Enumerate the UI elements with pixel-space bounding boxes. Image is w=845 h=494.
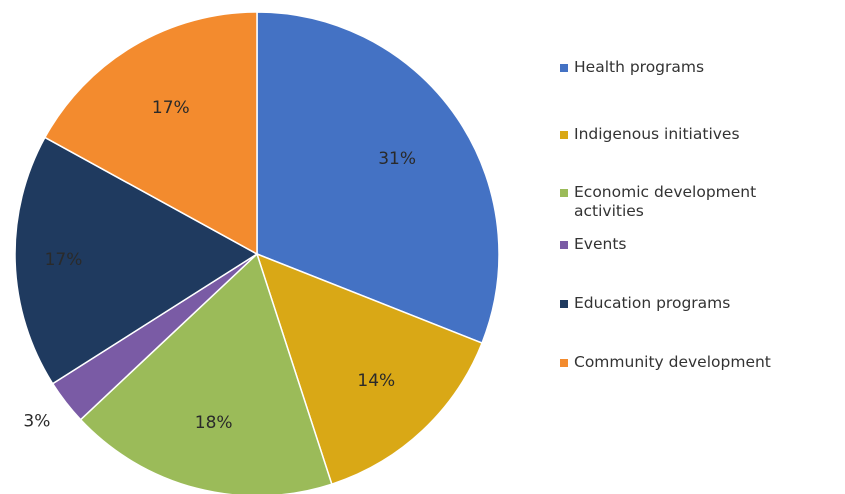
legend-swatch-community-development xyxy=(560,359,568,367)
legend-label-health-programs: Health programs xyxy=(574,58,705,76)
legend-label-economic-development-activities: Economic development activities xyxy=(574,183,757,220)
legend-item-events: Events xyxy=(560,235,840,254)
legend-item-community-development: Community development xyxy=(560,353,840,372)
pie-slice-community-development xyxy=(43,11,258,256)
legend-item-indigenous-initiatives: Indigenous initiatives xyxy=(560,125,840,144)
pie-label-community-development: 17% xyxy=(152,98,190,118)
legend-item-economic-development-activities: Economic development activities xyxy=(560,183,844,221)
pie-slices xyxy=(14,11,500,494)
pie-chart: 31% 14% 18% 3% 17% 17% xyxy=(14,11,500,494)
pie-label-health-programs: 31% xyxy=(378,149,416,169)
legend-label-indigenous-initiatives: Indigenous initiatives xyxy=(574,125,740,143)
pie-slice-economic-development-activities xyxy=(79,252,333,494)
pie-labels: 31% 14% 18% 3% 17% 17% xyxy=(23,98,416,433)
legend-swatch-health-programs xyxy=(560,64,568,72)
pie-slice-education-programs xyxy=(14,136,259,385)
pie-slice-health-programs xyxy=(256,11,500,345)
legend-label-education-programs: Education programs xyxy=(574,294,731,312)
pie-label-education-programs: 17% xyxy=(45,250,83,270)
legend-label-events: Events xyxy=(574,235,627,253)
legend-swatch-indigenous-initiatives xyxy=(560,131,568,139)
legend-swatch-events xyxy=(560,241,568,249)
legend: Health programs Indigenous initiatives E… xyxy=(560,58,840,372)
pie-label-indigenous-initiatives: 14% xyxy=(357,371,395,391)
legend-item-health-programs: Health programs xyxy=(560,58,840,77)
legend-item-education-programs: Education programs xyxy=(560,294,840,313)
legend-label-community-development: Community development xyxy=(574,353,771,371)
legend-swatch-economic-development-activities xyxy=(560,189,568,197)
pie-label-events: 3% xyxy=(23,412,50,432)
legend-swatch-education-programs xyxy=(560,300,568,308)
pie-label-economic-development-activities: 18% xyxy=(195,413,233,433)
